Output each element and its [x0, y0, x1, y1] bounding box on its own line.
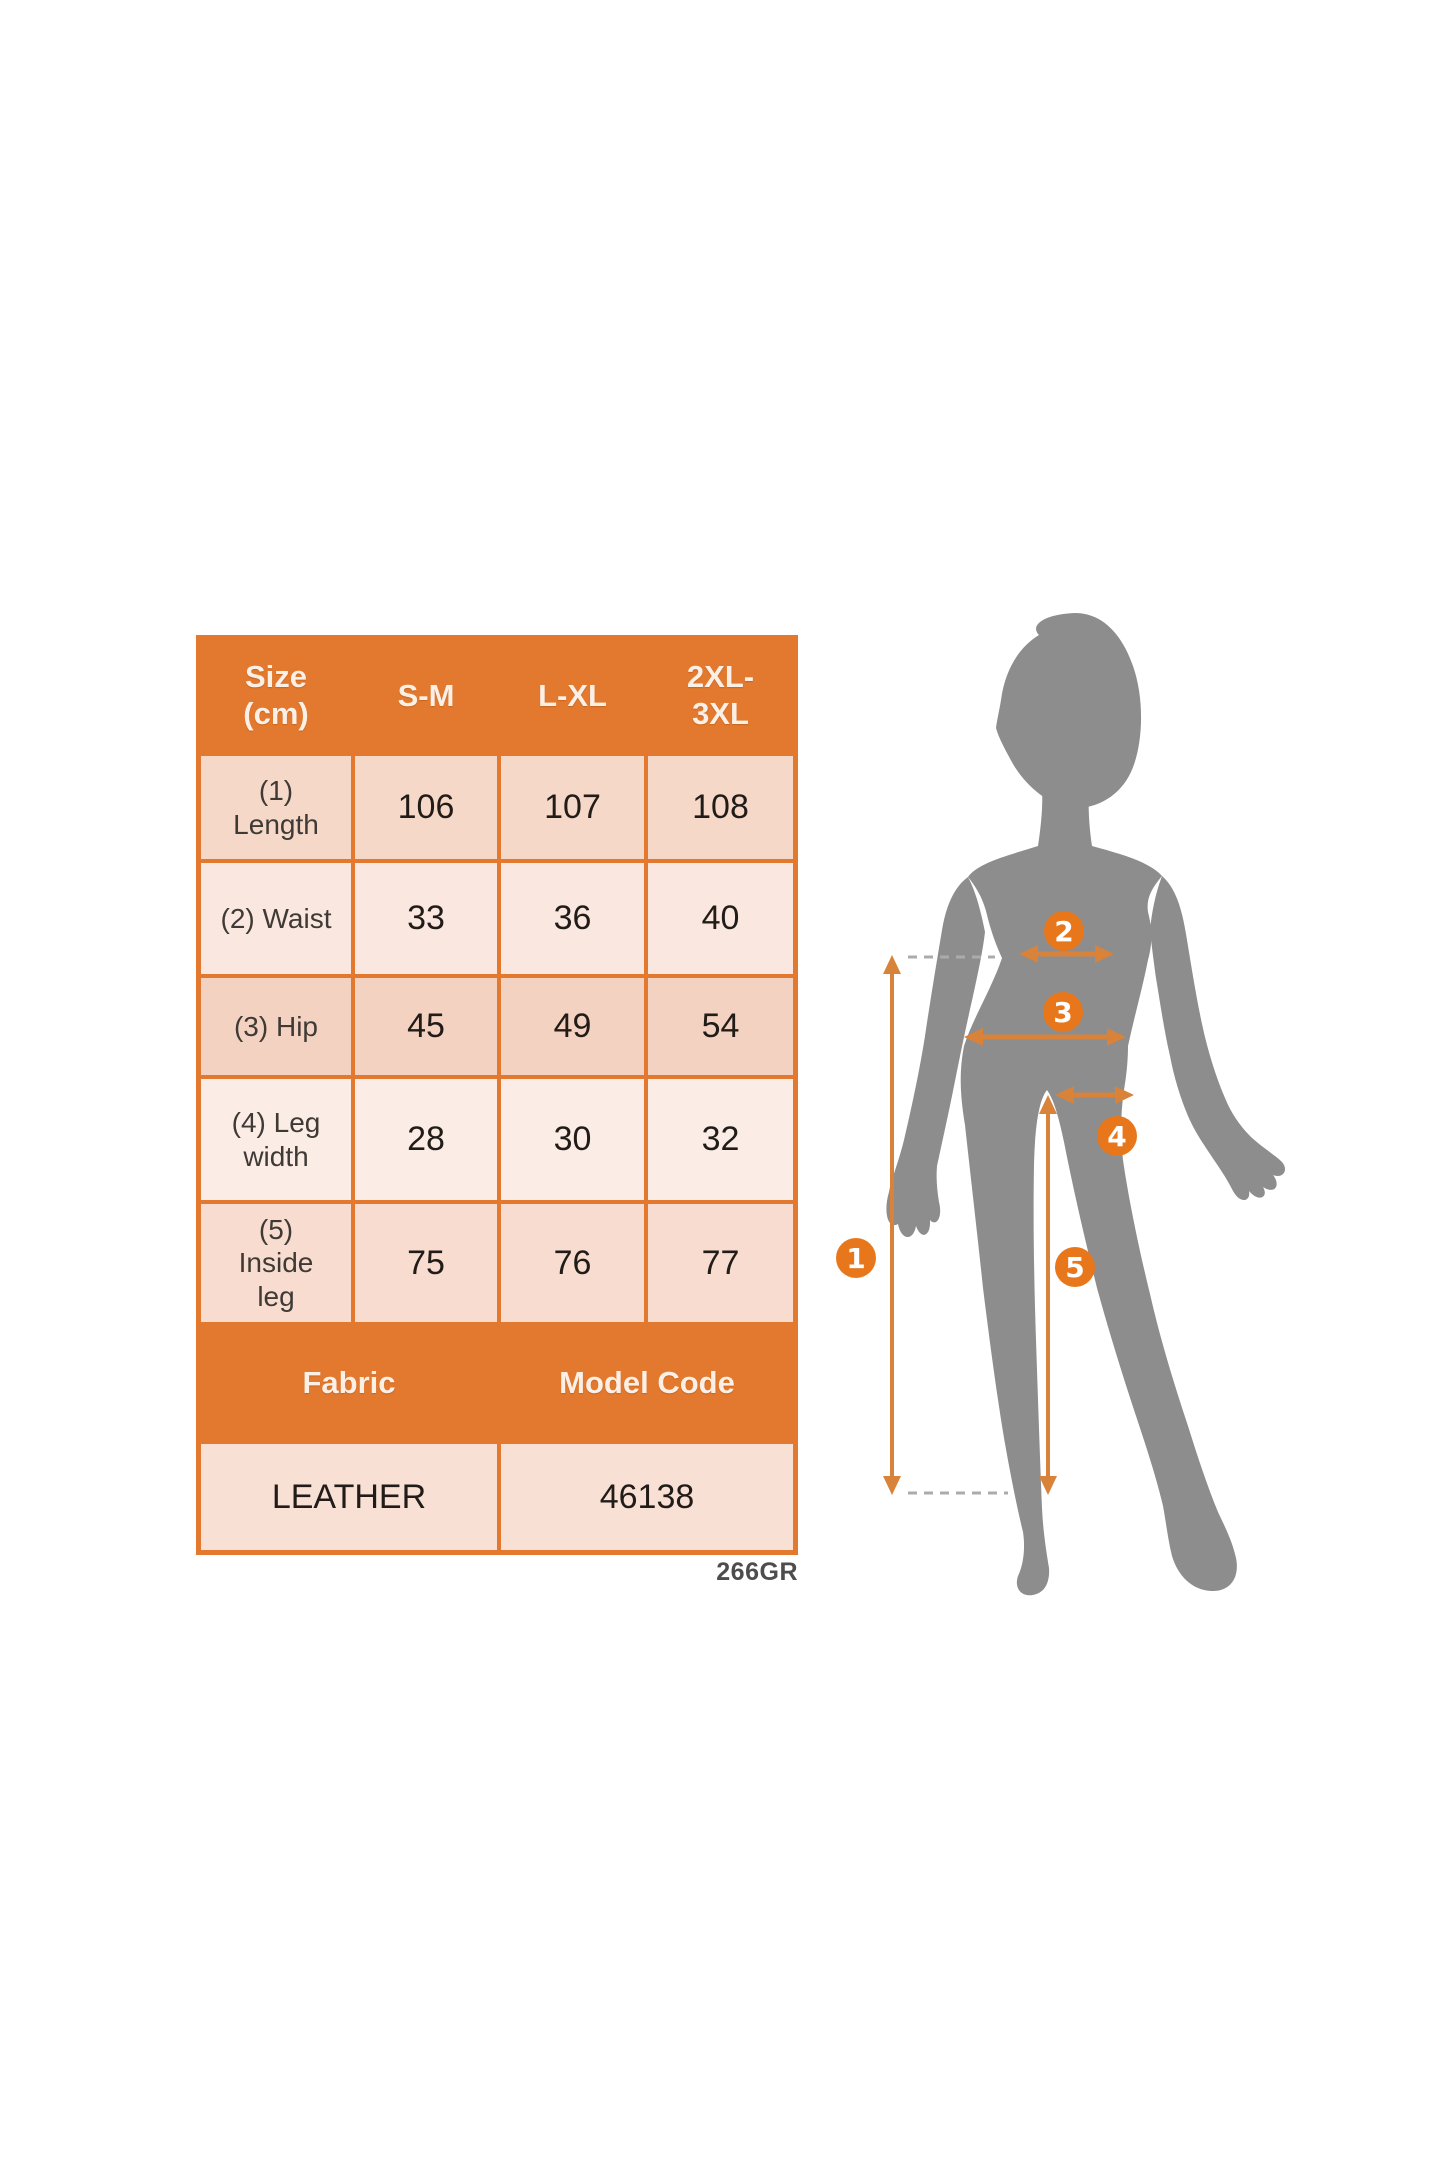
row-label-length: (1) Length: [201, 756, 351, 859]
value-waist-2xl: 40: [648, 863, 793, 974]
length-arrow: [883, 955, 901, 1495]
size-header-sm: S-M: [355, 640, 497, 752]
size-header-lxl: L-XL: [501, 640, 644, 752]
value-hip-2xl: 54: [648, 978, 793, 1075]
value-hip-lxl: 49: [501, 978, 644, 1075]
measurement-marker-5: 5: [1055, 1247, 1095, 1287]
model-code-header: Model Code: [501, 1326, 793, 1440]
value-leg-width-lxl: 30: [501, 1079, 644, 1200]
value-leg-width-2xl: 32: [648, 1079, 793, 1200]
torso-legs-shape: [960, 790, 1237, 1596]
hip-arrow: [964, 1028, 1126, 1046]
value-inside-leg-2xl: 77: [648, 1204, 793, 1322]
value-length-lxl: 107: [501, 756, 644, 859]
waist-arrow: [1019, 945, 1114, 963]
value-inside-leg-lxl: 76: [501, 1204, 644, 1322]
value-length-sm: 106: [355, 756, 497, 859]
row-label-inside-leg: (5) Inside leg: [201, 1204, 351, 1322]
value-waist-lxl: 36: [501, 863, 644, 974]
measurement-figure: 1 2 3 4 5: [830, 600, 1340, 1620]
dashed-guides: [908, 955, 1008, 1495]
table-corner-header: Size (cm): [201, 640, 351, 752]
right-arm-shape: [1150, 876, 1286, 1201]
model-code-value: 46138: [501, 1444, 793, 1550]
svg-text:1: 1: [846, 1242, 865, 1275]
svg-text:4: 4: [1107, 1120, 1126, 1153]
left-arm-shape: [886, 877, 985, 1238]
leg-width-arrow: [1055, 1086, 1134, 1104]
svg-text:2: 2: [1054, 915, 1073, 948]
measurement-marker-2: 2: [1044, 911, 1084, 951]
measurement-arrows: [883, 945, 1134, 1495]
fabric-value: LEATHER: [201, 1444, 497, 1550]
measurement-marker-3: 3: [1043, 992, 1083, 1032]
measurement-marker-1: 1: [836, 1238, 876, 1278]
body-silhouette: [886, 613, 1286, 1596]
value-leg-width-sm: 28: [355, 1079, 497, 1200]
row-label-hip: (3) Hip: [201, 978, 351, 1075]
row-label-leg-width: (4) Leg width: [201, 1079, 351, 1200]
value-length-2xl: 108: [648, 756, 793, 859]
size-header-2xl3xl: 2XL- 3XL: [648, 640, 793, 752]
svg-text:5: 5: [1065, 1251, 1084, 1284]
value-inside-leg-sm: 75: [355, 1204, 497, 1322]
value-waist-sm: 33: [355, 863, 497, 974]
row-label-waist: (2) Waist: [201, 863, 351, 974]
measurement-markers: 1 2 3 4 5: [836, 911, 1137, 1287]
image-code-footnote: 266GR: [716, 1558, 798, 1586]
size-table: Size (cm) S-M L-XL 2XL- 3XL (1) Length 1…: [196, 635, 798, 1555]
inside-leg-arrow: [1039, 1095, 1057, 1495]
value-hip-sm: 45: [355, 978, 497, 1075]
head-shape: [996, 613, 1142, 809]
fabric-header: Fabric: [201, 1326, 497, 1440]
measurement-marker-4: 4: [1097, 1116, 1137, 1156]
svg-text:3: 3: [1053, 996, 1072, 1029]
